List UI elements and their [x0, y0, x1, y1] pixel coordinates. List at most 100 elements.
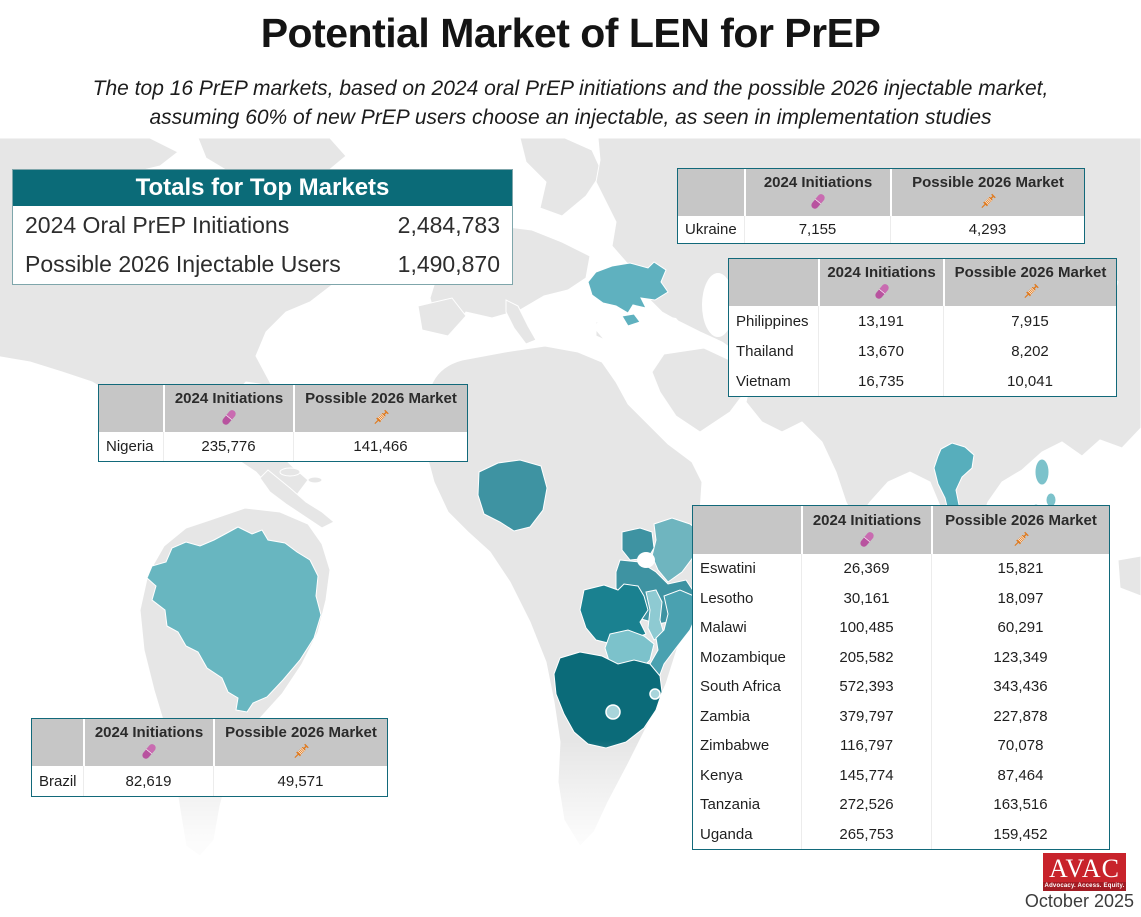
initiations-header-label: 2024 Initiations: [94, 724, 204, 741]
initiations-header: 2024 Initiations: [163, 385, 293, 432]
map-cuba: [279, 467, 301, 477]
country-cell: Uganda: [700, 825, 753, 843]
publication-date: October 2025: [1024, 891, 1134, 911]
brazil-table: 2024 Initiations Possible 2026 Market Br…: [31, 718, 388, 797]
country-cell: South Africa: [700, 678, 781, 696]
page-title: Potential Market of LEN for PrEP: [260, 10, 881, 56]
table-row: South Africa 572,393 343,436: [693, 672, 1109, 702]
map-country-nigeria: [477, 459, 548, 532]
country-cell: Zimbabwe: [700, 737, 770, 755]
table-row: Malawi 100,485 60,291: [693, 613, 1109, 643]
initiations-cell: 13,191: [818, 306, 943, 336]
market-cell: 70,078: [931, 731, 1109, 761]
market-header: Possible 2026 Market: [293, 385, 467, 432]
initiations-cell: 205,582: [801, 642, 931, 672]
market-cell: 15,821: [931, 554, 1109, 584]
market-cell: 343,436: [931, 672, 1109, 702]
country-cell: Brazil: [39, 772, 77, 790]
market-cell: 49,571: [213, 766, 387, 796]
table-row: Lesotho 30,161 18,097: [693, 583, 1109, 613]
pill-icon: [857, 530, 877, 549]
map-country-brazil: [146, 526, 322, 713]
initiations-cell: 82,619: [83, 766, 213, 796]
pill-icon: [872, 282, 892, 301]
syringe-icon: [371, 408, 391, 427]
page-subtitle: The top 16 PrEP markets, based on 2024 o…: [0, 74, 1141, 132]
market-header-label: Possible 2026 Market: [305, 390, 457, 407]
empty-header-cell: [99, 385, 163, 432]
map-country-south-africa: [553, 651, 663, 749]
totals-table: Totals for Top Markets 2024 Oral PrEP In…: [12, 169, 513, 285]
asia-table: 2024 Initiations Possible 2026 Market Ph…: [728, 258, 1117, 397]
map-italy: [505, 299, 537, 345]
initiations-cell: 145,774: [801, 760, 931, 790]
syringe-icon: [1021, 282, 1041, 301]
country-cell: Eswatini: [700, 560, 756, 578]
table-row: 2024 Oral PrEP Initiations 2,484,783: [13, 206, 512, 245]
map-country-kenya: [651, 517, 701, 583]
market-cell: 4,293: [890, 216, 1084, 243]
initiations-header-label: 2024 Initiations: [763, 174, 873, 191]
map-country-eswatini: [649, 688, 661, 700]
map-arabia: [651, 347, 749, 433]
table-row: Thailand 13,670 8,202: [729, 336, 1116, 366]
table-header: 2024 Initiations Possible 2026 Market: [693, 506, 1109, 554]
totals-label: Possible 2026 Injectable Users: [25, 251, 341, 277]
avac-logo: AVAC Advocacy. Access. Equity.: [1043, 853, 1126, 891]
initiations-cell: 30,161: [801, 583, 931, 613]
market-header: Possible 2026 Market: [943, 259, 1116, 306]
initiations-cell: 235,776: [163, 432, 293, 461]
market-header: Possible 2026 Market: [931, 506, 1109, 554]
map-caspian-sea: [702, 273, 734, 337]
initiations-cell: 100,485: [801, 613, 931, 643]
syringe-icon: [291, 742, 311, 761]
table-row: Nigeria 235,776 141,466: [99, 432, 467, 461]
table-row: Brazil 82,619 49,571: [32, 766, 387, 796]
initiations-header: 2024 Initiations: [83, 719, 213, 766]
initiations-cell: 7,155: [744, 216, 890, 243]
country-cell: Ukraine: [685, 221, 737, 238]
ukraine-table: 2024 Initiations Possible 2026 Market Uk…: [677, 168, 1085, 244]
syringe-icon: [1011, 530, 1031, 549]
market-cell: 7,915: [943, 306, 1116, 336]
market-cell: 141,466: [293, 432, 467, 461]
avac-logo-tagline: Advocacy. Access. Equity.: [1043, 882, 1126, 891]
pill-icon: [219, 408, 239, 427]
map-country-zambia: [579, 583, 649, 645]
table-header: 2024 Initiations Possible 2026 Market: [32, 719, 387, 766]
totals-label: 2024 Oral PrEP Initiations: [25, 212, 290, 238]
map-country-ukraine: [587, 261, 669, 314]
pill-icon: [808, 192, 828, 211]
totals-table-title: Totals for Top Markets: [13, 170, 512, 206]
map-black-sea: [594, 312, 690, 350]
map-new-guinea: [1117, 555, 1141, 597]
empty-header-cell: [693, 506, 801, 554]
market-header: Possible 2026 Market: [213, 719, 387, 766]
market-header-label: Possible 2026 Market: [945, 511, 1097, 529]
empty-header-cell: [32, 719, 83, 766]
initiations-cell: 379,797: [801, 701, 931, 731]
initiations-cell: 572,393: [801, 672, 931, 702]
country-cell: Malawi: [700, 619, 747, 637]
pill-icon: [139, 742, 159, 761]
initiations-header: 2024 Initiations: [818, 259, 943, 306]
table-row: Zimbabwe 116,797 70,078: [693, 731, 1109, 761]
map-scandinavia: [519, 137, 603, 217]
market-header-label: Possible 2026 Market: [225, 724, 377, 741]
table-row: Zambia 379,797 227,878: [693, 701, 1109, 731]
avac-logo-text: AVAC: [1049, 854, 1120, 883]
market-cell: 8,202: [943, 336, 1116, 366]
africa-table: 2024 Initiations Possible 2026 Market Es…: [692, 505, 1110, 850]
table-row: Uganda 265,753 159,452: [693, 819, 1109, 849]
empty-header-cell: [678, 169, 744, 216]
syringe-icon: [978, 192, 998, 211]
initiations-cell: 16,735: [818, 366, 943, 396]
country-cell: Zambia: [700, 707, 751, 725]
table-row: Ukraine 7,155 4,293: [678, 216, 1084, 243]
totals-value: 1,490,870: [397, 251, 500, 277]
country-cell: Lesotho: [700, 589, 754, 607]
initiations-header: 2024 Initiations: [801, 506, 931, 554]
totals-value: 2,484,783: [397, 212, 500, 238]
market-cell: 18,097: [931, 583, 1109, 613]
country-cell: Thailand: [736, 342, 794, 360]
